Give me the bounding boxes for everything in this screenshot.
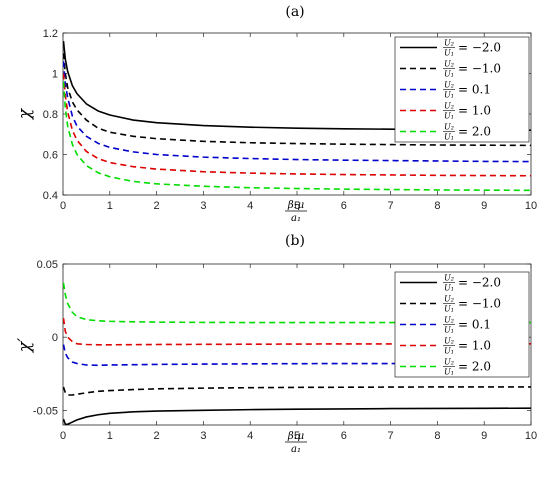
x-tick-label: 5: [294, 200, 300, 212]
legend-entry-label: = −1.0: [458, 297, 501, 311]
legend-entry-label: = 2.0: [458, 360, 491, 374]
x-tick-label: 7: [388, 200, 394, 212]
legend-entry-label: = 0.1: [458, 318, 491, 332]
legend-fraction-denominator: U₁: [444, 305, 454, 314]
x-tick-label: 4: [247, 200, 253, 212]
series-line-1: [63, 407, 531, 425]
chart-title: (a): [285, 4, 304, 20]
series-line-2: [63, 386, 531, 396]
legend-fraction-denominator: U₁: [444, 70, 454, 79]
x-tick-label: 0: [60, 200, 66, 212]
series-group: [63, 41, 531, 192]
x-tick-label: 1: [107, 430, 113, 442]
legend-fraction-denominator: U₁: [444, 112, 454, 121]
x-tick-label: 3: [200, 430, 206, 442]
legend-fraction-numerator: U₂: [444, 274, 454, 283]
y-tick-label: 1.2: [43, 28, 58, 40]
legend-fraction-numerator: U₂: [444, 123, 454, 132]
x-axis-label-numerator: β₁μ: [287, 200, 304, 211]
y-tick-label: 0: [52, 332, 58, 344]
series-line-5: [63, 282, 531, 324]
x-axis-label-denominator: a₁: [291, 213, 301, 224]
x-tick-label: 10: [525, 430, 537, 442]
x-tick-label: 4: [247, 430, 253, 442]
legend-fraction-denominator: U₁: [444, 91, 454, 100]
x-tick-label: 7: [388, 430, 394, 442]
legend-box: [394, 271, 530, 378]
series-line-3: [63, 61, 531, 163]
legend-fraction-numerator: U₂: [444, 39, 454, 48]
y-tick-label: 0.4: [43, 190, 58, 202]
x-tick-label: 6: [341, 200, 347, 212]
legend-fraction-numerator: U₂: [444, 316, 454, 325]
series-line-3: [63, 344, 531, 367]
x-tick-label: 2: [154, 200, 160, 212]
y-axis-label: χ′: [15, 338, 35, 353]
chart-title: (b): [285, 233, 305, 249]
legend-fraction-denominator: U₁: [444, 284, 454, 293]
x-tick-label: 9: [481, 430, 487, 442]
legend-entry-label: = 1.0: [458, 104, 491, 118]
y-tick-label: 1: [52, 69, 58, 81]
legend-fraction-numerator: U₂: [444, 358, 454, 367]
series-line-5: [63, 81, 531, 192]
legend-entry-label: = −1.0: [458, 62, 501, 76]
legend-fraction-denominator: U₁: [444, 326, 454, 335]
legend-entry-label: = 2.0: [458, 125, 491, 139]
legend-fraction-numerator: U₂: [444, 102, 454, 111]
x-tick-label: 3: [200, 200, 206, 212]
x-tick-label: 6: [341, 430, 347, 442]
x-tick-label: 0: [60, 430, 66, 442]
legend-box: [394, 36, 530, 143]
x-tick-label: 10: [525, 200, 537, 212]
x-tick-label: 9: [481, 200, 487, 212]
legend-fraction-numerator: U₂: [444, 337, 454, 346]
legend-fraction-numerator: U₂: [444, 60, 454, 69]
series-line-2: [63, 53, 531, 147]
legend-entry-label: = 0.1: [458, 83, 491, 97]
y-tick-label: 0.6: [43, 150, 58, 162]
x-tick-label: 1: [107, 200, 113, 212]
legend-fraction-numerator: U₂: [444, 295, 454, 304]
x-tick-label: 8: [434, 430, 440, 442]
legend-entry-label: = 1.0: [458, 339, 491, 353]
legend-entry-label: = −2.0: [458, 41, 501, 55]
y-tick-label: 0.05: [37, 259, 58, 271]
legend-fraction-denominator: U₁: [444, 49, 454, 58]
legend-fraction-denominator: U₁: [444, 133, 454, 142]
x-axis-label-numerator: β₁μ: [287, 431, 304, 442]
legend-entry-label: = −2.0: [458, 276, 501, 290]
y-tick-label: 0.8: [43, 109, 58, 121]
legend-fraction-denominator: U₁: [444, 368, 454, 377]
series-line-4: [63, 73, 531, 177]
legend-fraction-numerator: U₂: [444, 81, 454, 90]
x-tick-label: 5: [294, 430, 300, 442]
y-axis-label: χ: [15, 107, 35, 120]
legend-fraction-denominator: U₁: [444, 347, 454, 356]
x-tick-label: 8: [434, 200, 440, 212]
x-tick-label: 2: [154, 430, 160, 442]
x-axis-label-denominator: a₁: [291, 444, 301, 455]
y-tick-label: -0.05: [33, 405, 58, 417]
